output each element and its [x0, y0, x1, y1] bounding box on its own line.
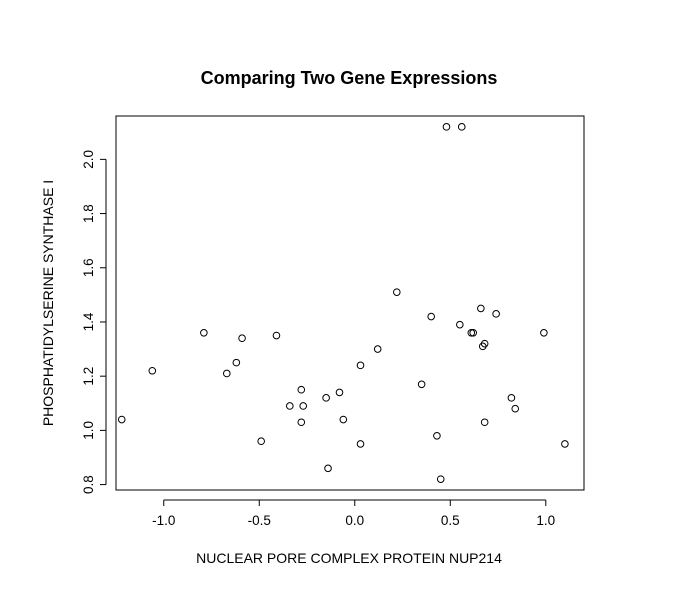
- x-axis-label: NUCLEAR PORE COMPLEX PROTEIN NUP214: [196, 550, 502, 566]
- y-tick-label: 1.2: [81, 367, 96, 386]
- data-point: [433, 431, 441, 440]
- data-point: [442, 123, 451, 131]
- x-tick-label: 1.0: [536, 513, 555, 528]
- data-point: [356, 440, 365, 448]
- data-point: [257, 437, 265, 446]
- x-tick-label: 0.0: [345, 513, 364, 528]
- y-tick-label: 1.6: [81, 258, 96, 277]
- data-point: [324, 464, 332, 473]
- data-point: [232, 358, 241, 367]
- y-axis-label: PHOSPHATIDYLSERINE SYNTHASE I: [40, 180, 56, 426]
- data-point: [467, 329, 476, 337]
- data-point: [299, 402, 308, 410]
- data-point: [511, 404, 520, 413]
- data-point: [427, 312, 435, 321]
- y-tick-label: 1.8: [81, 204, 96, 223]
- data-point: [480, 339, 489, 348]
- x-tick-label: 0.5: [441, 513, 460, 528]
- data-point: [561, 440, 569, 448]
- data-point: [492, 310, 500, 318]
- data-point: [335, 388, 344, 397]
- x-tick-label: -1.0: [152, 513, 175, 528]
- data-point: [480, 418, 489, 427]
- data-point: [457, 123, 466, 131]
- x-tick-label: -0.5: [248, 513, 271, 528]
- data-point: [272, 331, 281, 340]
- data-point: [417, 380, 426, 389]
- data-point: [339, 415, 348, 424]
- data-point: [436, 475, 445, 483]
- data-point: [456, 320, 464, 329]
- data-point: [148, 366, 157, 375]
- data-point: [540, 329, 548, 337]
- data-point: [373, 345, 382, 353]
- data-point: [469, 329, 478, 337]
- data-point: [200, 329, 208, 337]
- data-point: [507, 394, 516, 402]
- data-point: [297, 418, 306, 427]
- data-point: [286, 402, 294, 410]
- y-tick-label: 1.4: [81, 312, 96, 331]
- x-axis: -1.0 -0.5 0.0 0.5 1.0: [152, 499, 555, 528]
- y-tick-label: 0.8: [81, 475, 96, 494]
- data-point: [297, 385, 306, 394]
- data-point: [393, 288, 401, 296]
- data-points: [117, 123, 569, 483]
- chart-title: Comparing Two Gene Expressions: [201, 68, 498, 88]
- data-point: [322, 394, 330, 402]
- data-point: [222, 369, 231, 378]
- data-point: [356, 361, 365, 370]
- y-tick-label: 1.0: [81, 421, 96, 440]
- data-point: [238, 334, 246, 343]
- plot-frame: [115, 115, 585, 491]
- data-point: [117, 415, 126, 424]
- data-point: [477, 304, 485, 313]
- y-tick-label: 2.0: [81, 150, 96, 169]
- y-axis: 0.8 1.0 1.2 1.4 1.6 1.8 2.0: [81, 150, 107, 494]
